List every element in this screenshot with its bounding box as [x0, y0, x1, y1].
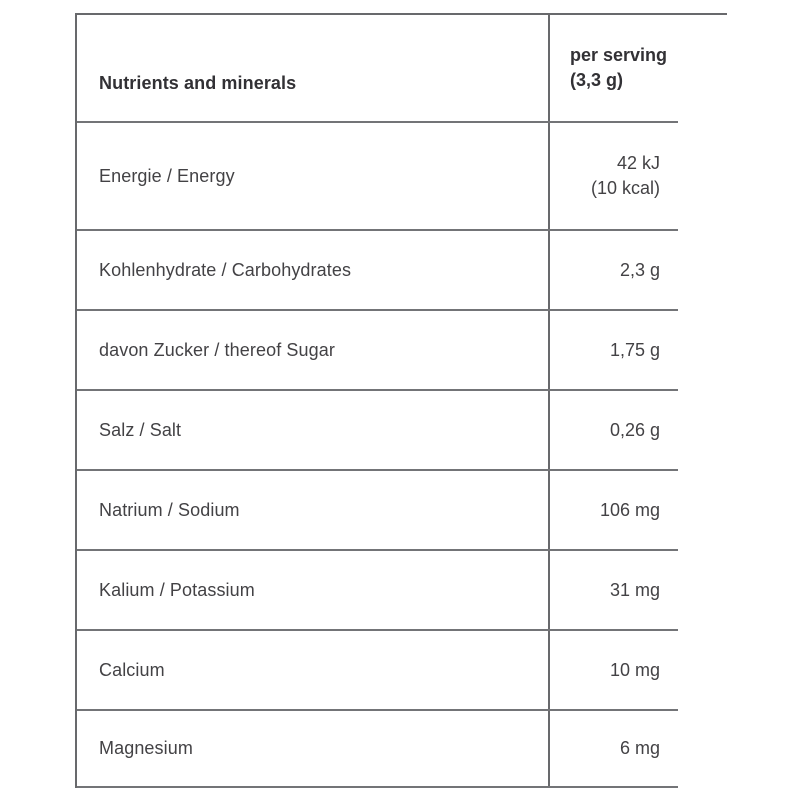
column-header-per-serving-line1: per serving — [570, 45, 668, 65]
table-top-rule — [75, 13, 727, 15]
column-header-per-serving: per serving (3,3 g) — [548, 15, 678, 121]
nutrient-label: Energie / Energy — [99, 165, 235, 186]
table-row-salt: Salz / Salt 0,26 g — [77, 391, 678, 471]
value-line-kj: 42 kJ — [616, 153, 660, 173]
column-header-nutrients: Nutrients and minerals — [77, 15, 548, 121]
nutrient-label: davon Zucker / thereof Sugar — [99, 339, 335, 360]
table-row-calcium: Calcium 10 mg — [77, 631, 678, 711]
nutrient-value: 42 kJ (10 kcal) — [548, 123, 678, 229]
nutrient-label: Natrium / Sodium — [99, 499, 240, 520]
nutrient-label: Salz / Salt — [99, 419, 182, 440]
table-row-potassium: Kalium / Potassium 31 mg — [77, 551, 678, 631]
table-row-magnesium: Magnesium 6 mg — [77, 711, 678, 788]
nutrition-table: Nutrients and minerals per serving (3,3 … — [75, 13, 727, 788]
table-header-row: Nutrients and minerals per serving (3,3 … — [77, 15, 678, 123]
nutrient-value: 2,3 g — [548, 231, 678, 309]
column-header-nutrients-label: Nutrients and minerals — [99, 73, 297, 93]
nutrient-value: 0,26 g — [548, 391, 678, 469]
table-row-energy: Energie / Energy 42 kJ (10 kcal) — [77, 123, 678, 231]
nutrient-value: 10 mg — [548, 631, 678, 709]
table-row-sugar: davon Zucker / thereof Sugar 1,75 g — [77, 311, 678, 391]
nutrient-label: Kohlenhydrate / Carbohydrates — [99, 259, 352, 280]
nutrient-value: 31 mg — [548, 551, 678, 629]
nutrient-label: Kalium / Potassium — [99, 579, 255, 600]
value-line-kcal: (10 kcal) — [590, 178, 660, 198]
nutrient-value: 106 mg — [548, 471, 678, 549]
table-body: Nutrients and minerals per serving (3,3 … — [75, 15, 678, 788]
nutrient-label: Magnesium — [99, 738, 193, 758]
nutrient-value: 1,75 g — [548, 311, 678, 389]
table-row-carbohydrates: Kohlenhydrate / Carbohydrates 2,3 g — [77, 231, 678, 311]
nutrient-label: Calcium — [99, 659, 165, 680]
nutrient-value: 6 mg — [548, 711, 678, 786]
column-header-per-serving-line2: (3,3 g) — [570, 70, 624, 90]
table-row-sodium: Natrium / Sodium 106 mg — [77, 471, 678, 551]
